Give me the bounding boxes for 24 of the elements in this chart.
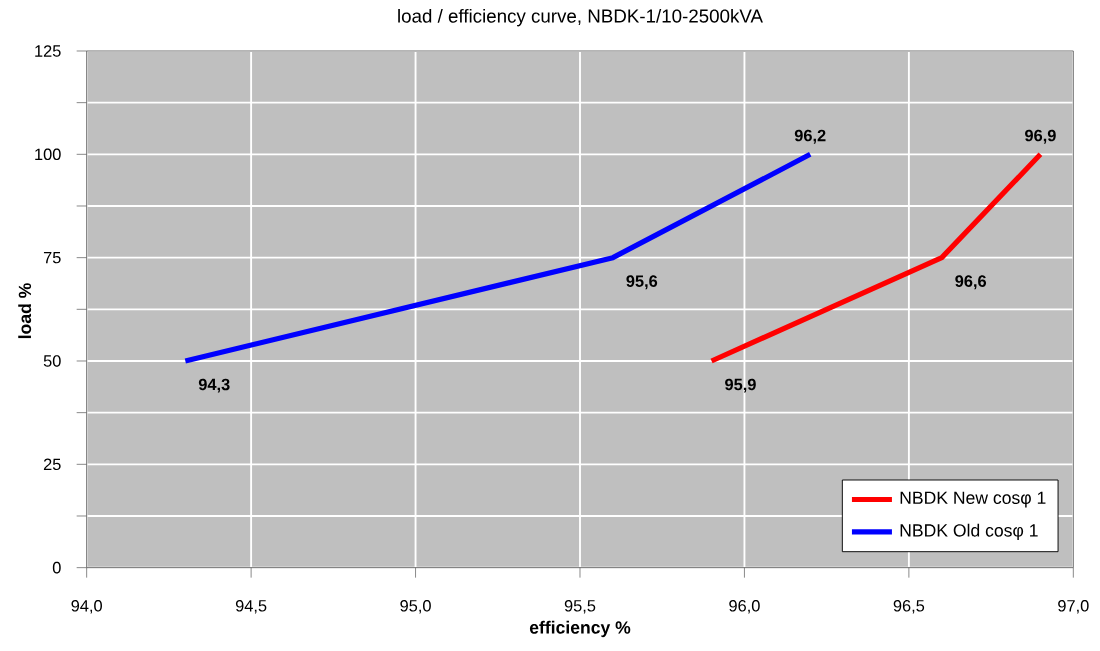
legend-label: NBDK Old cosφ 1 [900, 523, 1038, 541]
annotation: 96,6 [955, 275, 987, 290]
y-tick-label: 50 [43, 355, 61, 367]
annotation: 95,9 [725, 378, 756, 393]
y-axis-title: load % [18, 283, 32, 339]
y-tick-label: 25 [43, 458, 61, 471]
x-tick-label: 94,5 [235, 600, 267, 614]
y-tick-label: 0 [52, 561, 61, 574]
legend-label: NBDK New cosφ 1 [900, 491, 1046, 508]
annotation: 96,9 [1025, 129, 1056, 144]
chart-title: load / efficiency curve, NBDK-1/10-2500kVA [398, 8, 763, 27]
annotation: 94,3 [198, 378, 230, 393]
y-tick-label: 125 [35, 45, 61, 57]
annotation: 95,6 [626, 275, 658, 290]
x-tick-label: 97,0 [1058, 600, 1089, 614]
x-tick-label: 95,5 [564, 600, 596, 614]
y-tick-label: 75 [43, 251, 61, 264]
x-tick-label: 95,0 [400, 600, 431, 614]
x-tick-label: 96,0 [729, 600, 760, 614]
annotation: 96,2 [794, 129, 826, 144]
x-tick-label: 96,5 [893, 600, 925, 614]
y-tick-label: 100 [35, 148, 61, 161]
x-tick-label: 94,0 [71, 600, 102, 614]
x-axis-title: efficiency % [529, 620, 631, 638]
